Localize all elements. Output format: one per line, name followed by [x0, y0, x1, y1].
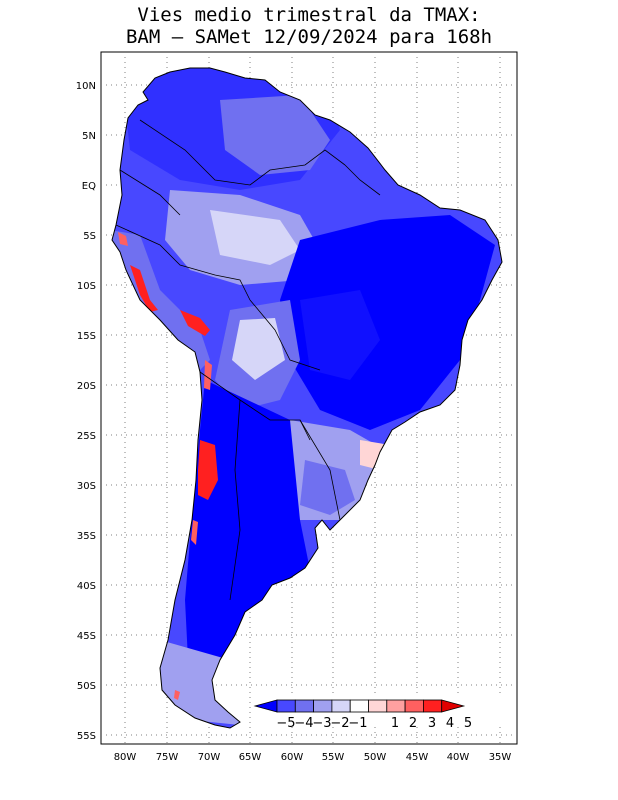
chart-subtitle: BAM – SAMet 12/09/2024 para 168h [125, 26, 493, 48]
lat-tick-label: 10N [76, 81, 96, 92]
lon-tick-label: 65W [239, 752, 262, 763]
colorbar-label: 1 [391, 716, 399, 731]
colorbar-cell [294, 699, 314, 713]
lon-tick-label: 70W [198, 752, 221, 763]
lat-tick-label: 20S [77, 381, 96, 392]
lat-tick-label: 25S [77, 431, 96, 442]
colorbar-label: −2 [330, 716, 349, 731]
lat-tick-label: 15S [77, 331, 96, 342]
colorbar-label: −4 [294, 716, 313, 731]
lon-tick-label: 55W [322, 752, 345, 763]
lat-tick-label: 45S [77, 631, 96, 642]
colorbar-cell [422, 699, 443, 713]
lon-axis: 80W 75W 70W 65W 60W 55W 50W 45W 40W 35W [114, 752, 512, 763]
lon-tick-label: 60W [281, 752, 304, 763]
lon-tick-label: 75W [156, 752, 179, 763]
lon-tick-label: 80W [114, 752, 137, 763]
lat-axis: 10N 5N EQ 5S 10S 15S 20S 25S 30S 35S 40S… [76, 81, 96, 742]
lat-tick-label: 55S [77, 731, 96, 742]
colorbar-cell [276, 699, 296, 713]
chart-title: Vies medio trimestral da TMAX: [137, 4, 481, 26]
colorbar-label: 4 [446, 716, 454, 731]
colorbar: −5 −4 −3 −2 −1 1 2 3 4 5 [252, 694, 510, 731]
colorbar-label: 2 [409, 716, 417, 731]
colorbar-label: −3 [312, 716, 331, 731]
lat-tick-label: 30S [77, 481, 96, 492]
country-borders [115, 119, 381, 601]
colorbar-label: −1 [348, 716, 367, 731]
colorbar-cell [404, 699, 424, 713]
colorbar-label: 5 [464, 716, 472, 731]
lat-tick-label: 40S [77, 581, 96, 592]
lat-tick-label: 35S [77, 531, 96, 542]
colorbar-cell [349, 699, 369, 713]
colorbar-arrow-right [441, 699, 466, 713]
colorbar-cell [368, 699, 388, 713]
colorbar-cell [313, 699, 333, 713]
lon-tick-label: 45W [406, 752, 429, 763]
lat-tick-label: EQ [82, 181, 96, 192]
lon-tick-label: 50W [364, 752, 387, 763]
colorbar-cell [386, 699, 406, 713]
lat-tick-label: 50S [77, 681, 96, 692]
colorbar-label: 3 [428, 716, 436, 731]
lat-tick-label: 10S [77, 281, 96, 292]
lon-tick-label: 35W [489, 752, 512, 763]
lat-tick-label: 5N [82, 131, 96, 142]
lon-tick-label: 40W [447, 752, 470, 763]
lat-tick-label: 5S [83, 231, 96, 242]
colorbar-label: −5 [276, 716, 295, 731]
colorbar-cell [331, 699, 351, 713]
